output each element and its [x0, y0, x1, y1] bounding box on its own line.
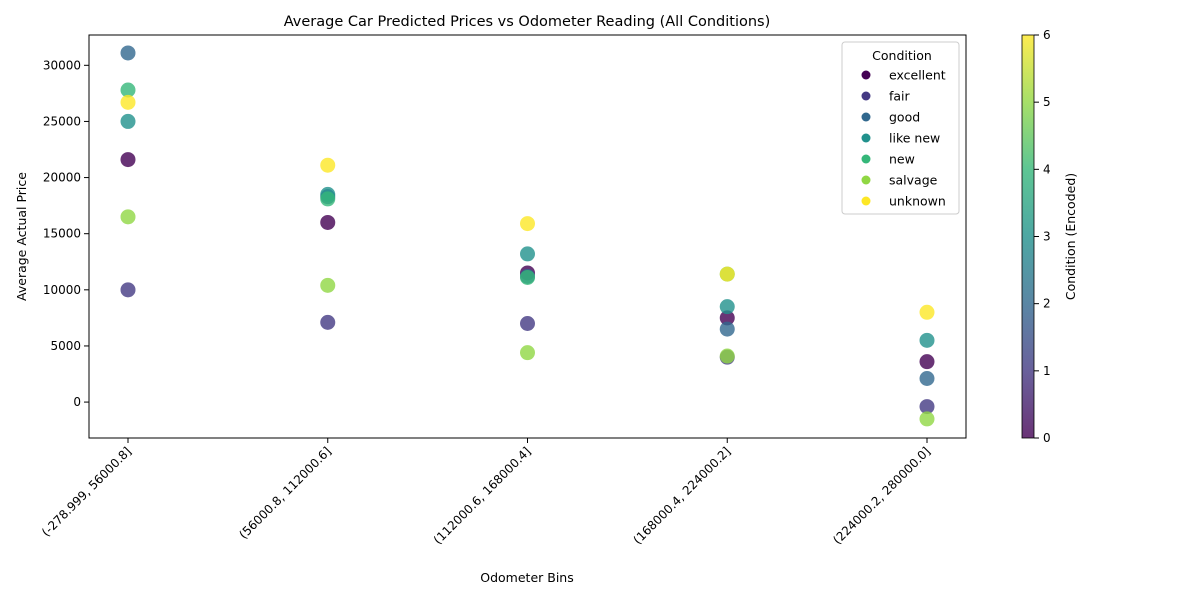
scatter-point — [919, 371, 935, 387]
legend-title: Condition — [872, 48, 932, 63]
scatter-point — [520, 246, 535, 262]
scatter-point — [120, 45, 136, 61]
colorbar-tick-label: 6 — [1043, 28, 1051, 42]
scatter-point — [919, 411, 935, 427]
legend-marker — [861, 133, 871, 143]
y-tick-label: 30000 — [43, 58, 81, 72]
legend-label: fair — [889, 89, 911, 104]
colorbar-tick-label: 3 — [1043, 230, 1051, 244]
scatter-point — [520, 315, 535, 331]
legend-box — [841, 41, 960, 215]
scatter-point — [120, 82, 136, 98]
scatter-point — [520, 216, 535, 232]
legend: Condition excellent fair good like new new sa… — [841, 41, 960, 215]
colorbar-tick-label: 1 — [1043, 364, 1051, 378]
x-tick-label: (56000.8, 112000.6] — [236, 444, 333, 541]
x-tick-label: (-278.999, 56000.8] — [39, 444, 134, 539]
legend-label: new — [889, 152, 915, 167]
legend-items: excellent fair good like new new salvage unkno… — [861, 68, 946, 209]
legend-marker — [861, 175, 871, 185]
colorbar-ticks: 0 1 2 3 4 5 6 — [1034, 28, 1051, 445]
colorbar-tick-label: 4 — [1043, 162, 1051, 176]
scatter-point — [520, 269, 535, 285]
scatter-point — [719, 348, 735, 364]
colorbar-tick-label: 2 — [1043, 297, 1051, 311]
legend-label: salvage — [889, 173, 938, 188]
colorbar-tick-label: 0 — [1043, 431, 1051, 445]
x-tick-label: (168000.4, 224000.2] — [630, 444, 733, 547]
legend-marker — [861, 112, 871, 122]
y-tick-label: 10000 — [43, 283, 81, 297]
scatter-point — [719, 310, 735, 326]
y-tick-label: 25000 — [43, 114, 81, 128]
plot-marks — [120, 45, 935, 427]
scatter-point — [719, 299, 735, 315]
x-axis-label: Odometer Bins — [480, 570, 573, 585]
scatter-point — [120, 152, 136, 168]
colorbar: 0 1 2 3 4 5 6 Condition (Encoded) — [1021, 28, 1078, 445]
y-axis-label: Average Actual Price — [14, 172, 29, 301]
y-tick-label: 15000 — [43, 227, 81, 241]
scatter-point — [719, 321, 735, 337]
legend-marker — [861, 70, 871, 80]
legend-marker — [861, 91, 871, 101]
legend-label: unknown — [889, 194, 946, 209]
chart-title: Average Car Predicted Prices vs Odometer… — [284, 14, 771, 30]
scatter-point — [719, 266, 735, 282]
y-tick-label: 20000 — [43, 171, 81, 185]
legend-label: good — [889, 110, 920, 125]
scatter-point — [120, 94, 136, 110]
colorbar-gradient — [1021, 34, 1035, 439]
y-axis: 0 5000 10000 15000 20000 25000 30000 — [43, 58, 89, 409]
scatter-point — [320, 314, 336, 330]
legend-label: like new — [889, 131, 940, 146]
scatter-point — [919, 354, 935, 370]
x-axis: (-278.999, 56000.8] (56000.8, 112000.6] (1… — [39, 438, 933, 547]
y-tick-label: 0 — [73, 395, 81, 409]
y-tick-label: 5000 — [50, 339, 81, 353]
scatter-point — [320, 214, 336, 230]
scatter-point — [120, 113, 136, 129]
x-tick-label: (224000.2, 280000.0] — [830, 444, 933, 547]
colorbar-label: Condition (Encoded) — [1063, 173, 1078, 300]
scatter-point — [919, 332, 935, 348]
x-tick-label: (112000.6, 168000.4] — [431, 444, 534, 547]
scatter-point — [120, 282, 136, 298]
legend-label: excellent — [889, 68, 946, 83]
scatter-point — [320, 191, 336, 207]
scatter-point — [919, 399, 935, 415]
scatter-point — [320, 277, 336, 293]
colorbar-tick-label: 5 — [1043, 95, 1051, 109]
scatter-point — [120, 209, 136, 225]
legend-marker — [861, 196, 871, 206]
scatter-point — [919, 304, 935, 320]
plot-frame — [88, 34, 967, 439]
scatter-point — [520, 345, 535, 361]
legend-marker — [861, 154, 871, 164]
scatter-point — [320, 157, 336, 173]
